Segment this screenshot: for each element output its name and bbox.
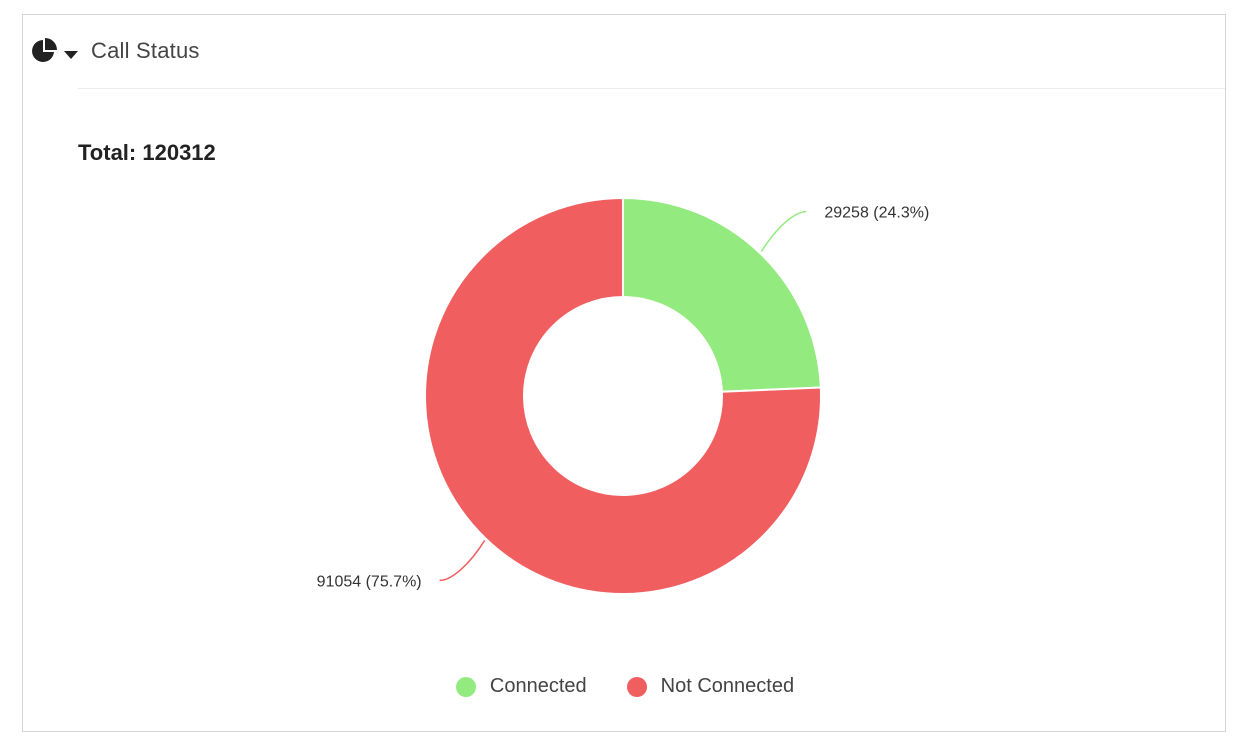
pie-chart-icon [31, 38, 57, 64]
legend-item-not-connected[interactable]: Not Connected [626, 675, 795, 698]
legend-label-not-connected: Not Connected [660, 675, 795, 697]
chart-legend: Connected Not Connected [23, 675, 1227, 698]
legend-item-connected[interactable]: Connected [455, 675, 587, 698]
chart-title: Call Status [91, 38, 200, 63]
slice-not-connected[interactable] [424, 196, 822, 595]
total-count: Total: 120312 [78, 140, 216, 165]
caret-down-icon [63, 47, 79, 59]
legend-marker-not-connected [626, 676, 647, 697]
leader-line-not-connected [439, 540, 486, 582]
chart-card: Call Status Total: 120312 29258 (24.3%) 9… [22, 14, 1226, 732]
header-divider [78, 88, 1225, 89]
legend-label-connected: Connected [489, 675, 587, 697]
leader-line-connected [760, 210, 807, 252]
data-label-connected: 29258 (24.3%) [824, 205, 929, 222]
donut-chart: 29258 (24.3%) 91054 (75.7%) [317, 196, 929, 595]
legend-marker-connected [455, 676, 476, 697]
slice-connected[interactable] [622, 196, 822, 393]
chart-header: Call Status [31, 33, 200, 69]
data-label-not-connected: 91054 (75.7%) [317, 573, 422, 590]
chart-type-dropdown[interactable] [31, 38, 79, 64]
